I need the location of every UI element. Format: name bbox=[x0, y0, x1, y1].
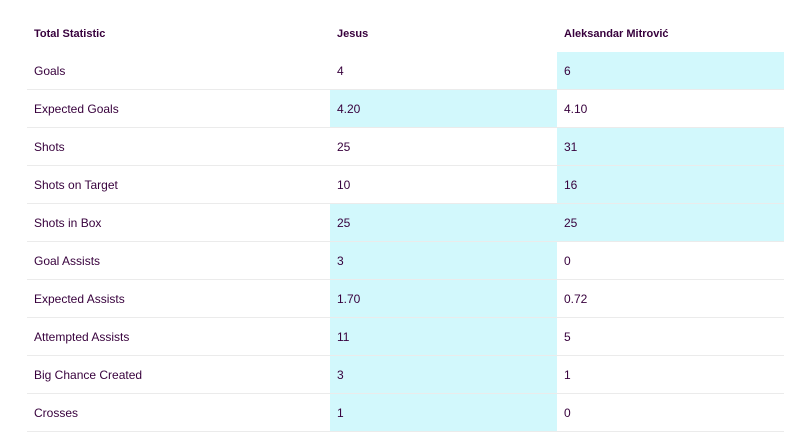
stat-name: Shots in Box bbox=[27, 203, 330, 242]
comparison-table: Total Statistic Jesus Aleksandar Mitrovi… bbox=[27, 15, 784, 432]
player1-value: 25 bbox=[330, 127, 557, 166]
player1-value: 11 bbox=[330, 317, 557, 356]
player1-value: 10 bbox=[330, 165, 557, 204]
table-row: Expected Assists 1.70 0.72 bbox=[27, 279, 784, 318]
table-row: Crosses 1 0 bbox=[27, 393, 784, 432]
player1-value: 1 bbox=[330, 393, 557, 432]
table-row: Big Chance Created 3 1 bbox=[27, 355, 784, 394]
table-row: Shots on Target 10 16 bbox=[27, 165, 784, 204]
table-row: Goals 4 6 bbox=[27, 52, 784, 90]
player2-value: 0.72 bbox=[557, 279, 784, 318]
player1-value: 25 bbox=[330, 203, 557, 242]
stat-name: Goal Assists bbox=[27, 241, 330, 280]
player2-value: 6 bbox=[557, 52, 784, 90]
player2-value: 31 bbox=[557, 127, 784, 166]
stat-name: Crosses bbox=[27, 393, 330, 432]
table-row: Attempted Assists 11 5 bbox=[27, 317, 784, 356]
player2-column-header: Aleksandar Mitrović bbox=[564, 27, 669, 40]
table-row: Expected Goals 4.20 4.10 bbox=[27, 89, 784, 128]
stat-name: Goals bbox=[27, 52, 330, 90]
player2-value: 16 bbox=[557, 165, 784, 204]
stat-name: Big Chance Created bbox=[27, 355, 330, 394]
player1-value: 4.20 bbox=[330, 89, 557, 128]
table-row: Goal Assists 3 0 bbox=[27, 241, 784, 280]
player2-value: 1 bbox=[557, 355, 784, 394]
stat-name: Shots on Target bbox=[27, 165, 330, 204]
stat-name: Attempted Assists bbox=[27, 317, 330, 356]
player1-value: 1.70 bbox=[330, 279, 557, 318]
player2-value: 5 bbox=[557, 317, 784, 356]
player2-value: 4.10 bbox=[557, 89, 784, 128]
player1-column-header: Jesus bbox=[337, 27, 369, 40]
table-body: Goals 4 6 Expected Goals 4.20 4.10 Shots… bbox=[27, 52, 784, 432]
stat-name: Shots bbox=[27, 127, 330, 166]
player1-value: 3 bbox=[330, 241, 557, 280]
player1-value: 3 bbox=[330, 355, 557, 394]
stat-name: Expected Assists bbox=[27, 279, 330, 318]
table-row: Shots 25 31 bbox=[27, 127, 784, 166]
table-header: Total Statistic Jesus Aleksandar Mitrovi… bbox=[27, 15, 784, 52]
player1-value: 4 bbox=[330, 52, 557, 90]
player2-value: 0 bbox=[557, 241, 784, 280]
stat-name: Expected Goals bbox=[27, 89, 330, 128]
player2-value: 25 bbox=[557, 203, 784, 242]
stat-column-header: Total Statistic bbox=[34, 27, 106, 40]
player2-value: 0 bbox=[557, 393, 784, 432]
header-row: Total Statistic Jesus Aleksandar Mitrovi… bbox=[27, 15, 784, 52]
table-row: Shots in Box 25 25 bbox=[27, 203, 784, 242]
